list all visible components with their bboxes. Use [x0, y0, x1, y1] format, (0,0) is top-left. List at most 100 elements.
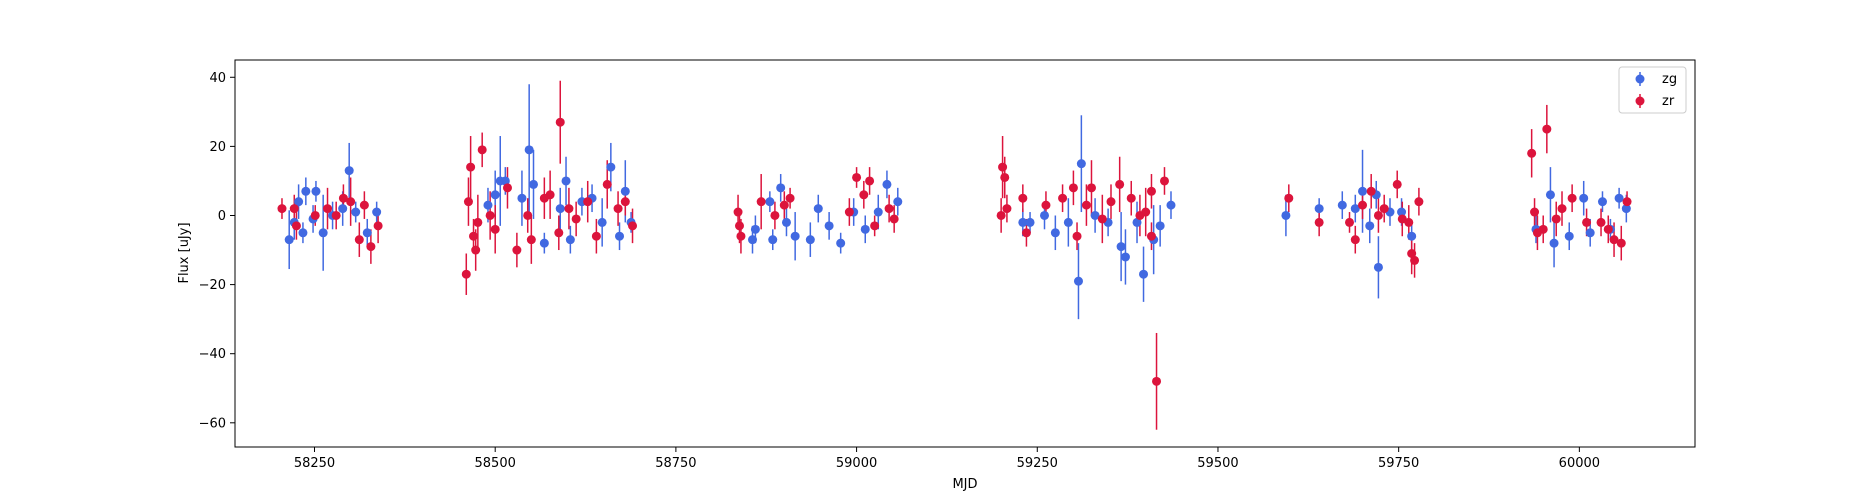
zr-data-point	[291, 221, 301, 231]
zr-data-point	[331, 210, 341, 220]
zr-data-point	[1018, 193, 1028, 203]
zg-data-point	[1314, 204, 1324, 214]
zg-data-point	[1549, 238, 1559, 248]
zr-data-point	[555, 117, 565, 127]
zg-data-point	[1597, 197, 1607, 207]
zg-data-point	[561, 176, 571, 186]
zr-data-point	[463, 197, 473, 207]
zr-data-point	[473, 217, 483, 227]
zg-data-point	[1025, 217, 1035, 227]
zg-data-point	[893, 197, 903, 207]
data-points-layer	[277, 117, 1632, 386]
zr-data-point	[1146, 186, 1156, 196]
zg-data-point	[597, 217, 607, 227]
zg-data-point	[1040, 210, 1050, 220]
zr-data-point	[889, 214, 899, 224]
zg-data-point	[301, 186, 311, 196]
zr-data-point	[1068, 183, 1078, 193]
zr-data-point	[1141, 207, 1151, 217]
zr-data-point	[1041, 200, 1051, 210]
zr-data-point	[734, 221, 744, 231]
zg-data-point	[524, 145, 534, 155]
zg-data-point	[620, 186, 630, 196]
zr-data-point	[1152, 376, 1162, 386]
zg-data-point	[1579, 193, 1589, 203]
zr-data-point	[1567, 193, 1577, 203]
zr-data-point	[1086, 183, 1096, 193]
zr-data-point	[502, 183, 512, 193]
zg-data-point	[873, 207, 883, 217]
zg-data-point	[1155, 221, 1165, 231]
zr-data-point	[461, 269, 471, 279]
zr-data-point	[1106, 197, 1116, 207]
x-tick-label: 58750	[655, 456, 696, 471]
zr-data-point	[1159, 176, 1169, 186]
legend-zg-label: zg	[1662, 72, 1677, 87]
zr-data-point	[323, 204, 333, 214]
zr-data-point	[310, 210, 320, 220]
y-tick-label: −60	[199, 416, 226, 431]
zr-data-point	[471, 245, 481, 255]
zr-data-point	[354, 235, 364, 245]
zr-data-point	[1058, 193, 1068, 203]
zr-data-point	[366, 242, 376, 252]
zg-data-point	[882, 179, 892, 189]
zr-data-point	[998, 162, 1008, 172]
legend-zr-label: zr	[1662, 94, 1675, 109]
zg-data-point	[1350, 204, 1360, 214]
zr-data-point	[1527, 148, 1537, 158]
zg-data-point	[1621, 204, 1631, 214]
y-axis-label: Flux [uJy]	[177, 222, 192, 283]
plot-frame	[234, 59, 1696, 448]
zr-data-point	[1379, 204, 1389, 214]
zr-data-point	[628, 221, 638, 231]
zr-data-point	[613, 204, 623, 214]
zg-data-point	[298, 228, 308, 238]
y-axis-ticks: −60 −40 −20 0 20 40	[199, 71, 235, 431]
y-tick-label: 40	[209, 71, 226, 86]
zr-data-point	[859, 190, 869, 200]
zr-data-point	[620, 197, 630, 207]
legend-zr-marker	[1635, 96, 1645, 106]
zr-data-point	[1115, 179, 1125, 189]
zr-data-point	[1392, 179, 1402, 189]
zg-data-point	[1397, 207, 1407, 217]
x-tick-label: 59750	[1378, 456, 1419, 471]
zr-data-point	[996, 210, 1006, 220]
zg-data-point	[824, 221, 834, 231]
zg-data-point	[860, 224, 870, 234]
zr-data-point	[564, 204, 574, 214]
zr-data-point	[277, 204, 287, 214]
zr-data-point	[1616, 238, 1626, 248]
legend: zg zr	[1618, 66, 1687, 114]
zg-data-point	[362, 228, 372, 238]
zg-data-point	[1090, 210, 1100, 220]
zr-data-point	[844, 207, 854, 217]
zr-data-point	[1350, 235, 1360, 245]
zr-data-point	[526, 235, 536, 245]
zr-data-point	[1582, 217, 1592, 227]
zr-data-point	[785, 193, 795, 203]
zr-data-point	[756, 197, 766, 207]
zr-data-point	[865, 176, 875, 186]
zr-data-point	[1551, 214, 1561, 224]
zr-data-point	[1000, 172, 1010, 182]
zg-data-point	[776, 183, 786, 193]
zr-data-point	[1557, 204, 1567, 214]
zr-data-point	[571, 214, 581, 224]
zr-data-point	[602, 179, 612, 189]
zr-data-point	[1072, 231, 1082, 241]
zg-data-point	[344, 166, 354, 176]
zg-data-point	[284, 235, 294, 245]
zg-data-point	[790, 231, 800, 241]
x-tick-label: 58500	[475, 456, 516, 471]
y-tick-label: 20	[209, 140, 226, 155]
zg-data-point	[1407, 231, 1417, 241]
zg-data-point	[1373, 262, 1383, 272]
zg-data-point	[555, 204, 565, 214]
zr-data-point	[1002, 204, 1012, 214]
zg-data-point	[1018, 217, 1028, 227]
zr-data-point	[523, 210, 533, 220]
zg-data-point	[338, 204, 348, 214]
zr-data-point	[1097, 214, 1107, 224]
